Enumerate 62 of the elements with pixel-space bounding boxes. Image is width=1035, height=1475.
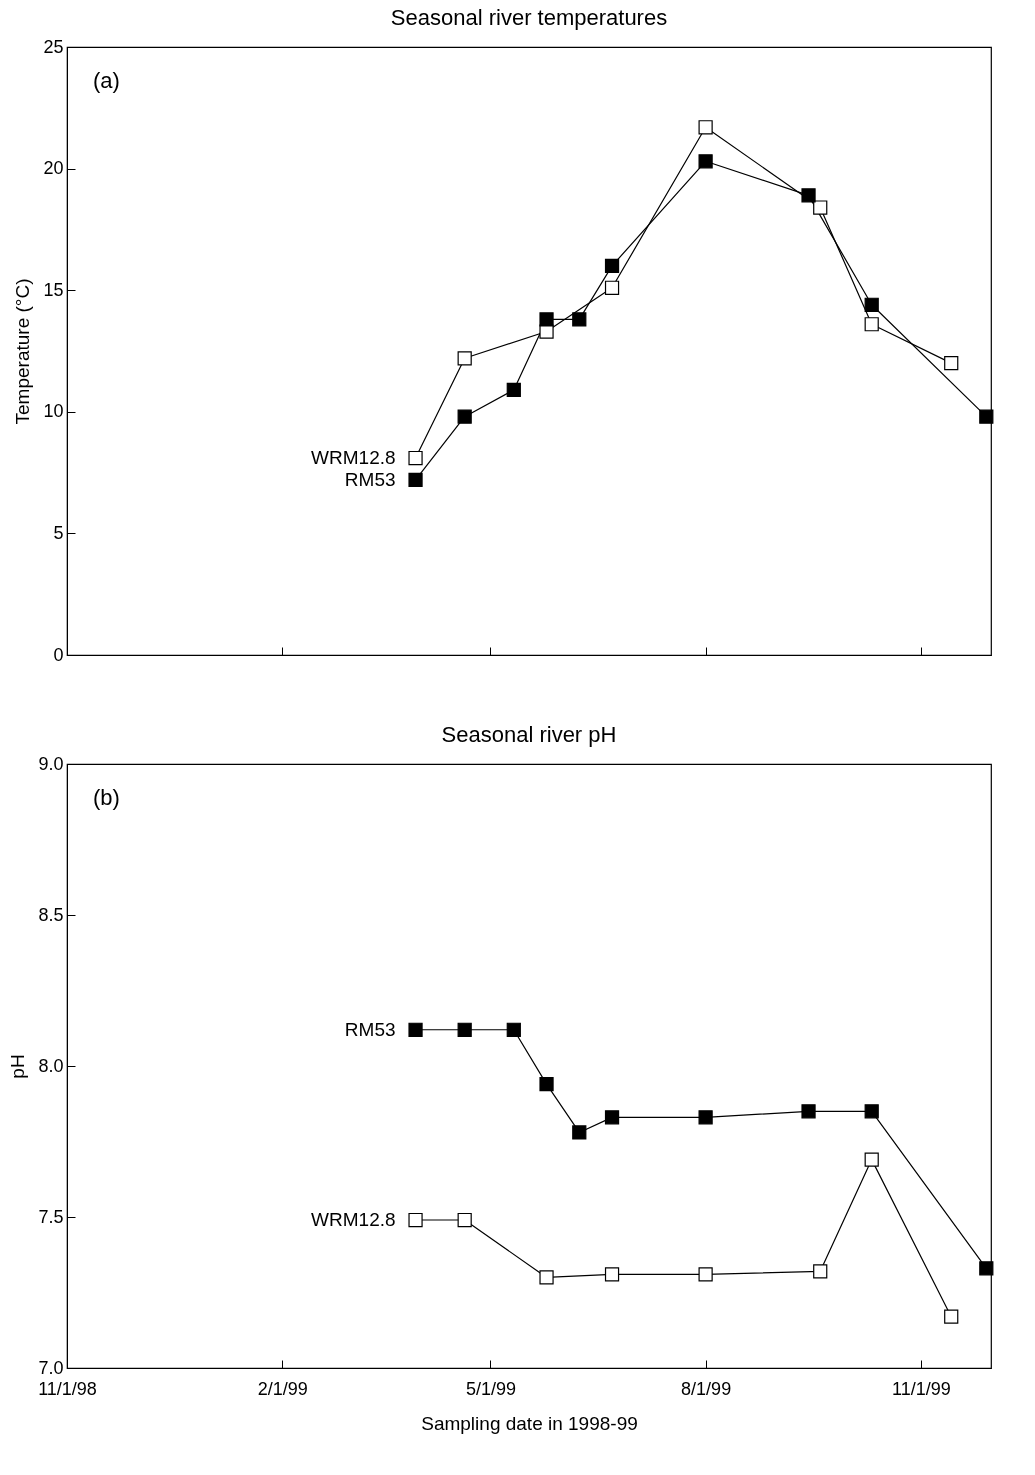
point bbox=[698, 120, 713, 135]
y-tick-label: 20 bbox=[43, 158, 64, 179]
point bbox=[604, 1267, 620, 1282]
point bbox=[604, 258, 620, 273]
point bbox=[506, 382, 521, 398]
point bbox=[604, 1110, 620, 1125]
point bbox=[506, 1022, 521, 1037]
point bbox=[813, 1264, 828, 1279]
point bbox=[408, 1212, 423, 1228]
point bbox=[539, 1077, 554, 1092]
point bbox=[457, 1212, 472, 1228]
annotation: (b) bbox=[93, 785, 120, 810]
y-tick-label: 10 bbox=[43, 401, 64, 422]
point bbox=[698, 154, 713, 169]
point bbox=[864, 297, 879, 312]
point bbox=[979, 1261, 994, 1276]
chart-title: Seasonal river temperatures bbox=[390, 5, 668, 30]
y-tick-label: 9.0 bbox=[38, 753, 64, 774]
y-tick-label: 25 bbox=[43, 36, 64, 57]
y-tick-label: 8.0 bbox=[38, 1055, 64, 1076]
point bbox=[572, 1125, 587, 1140]
point bbox=[457, 351, 472, 366]
y-tick-label: 7.0 bbox=[38, 1357, 64, 1378]
x-tick-label: 11/1/99 bbox=[891, 1378, 951, 1399]
point bbox=[572, 312, 587, 327]
y-tick-label: 7.5 bbox=[38, 1206, 64, 1227]
point bbox=[604, 280, 620, 295]
y-axis-title: pH bbox=[7, 1054, 29, 1079]
point bbox=[979, 409, 994, 424]
chart-title: Seasonal river pH bbox=[441, 722, 617, 747]
point bbox=[864, 317, 879, 332]
series-label: WRM12.8 bbox=[311, 1209, 396, 1231]
x-tick-label: 8/1/99 bbox=[681, 1378, 732, 1399]
point bbox=[408, 1022, 423, 1037]
point bbox=[813, 200, 828, 215]
point bbox=[539, 312, 554, 327]
point bbox=[457, 409, 472, 424]
y-tick-label: 15 bbox=[43, 279, 64, 300]
series-label: RM53 bbox=[344, 1018, 396, 1040]
point bbox=[408, 450, 423, 466]
point bbox=[944, 1309, 959, 1324]
y-tick-label: 5 bbox=[53, 522, 64, 543]
point bbox=[539, 1270, 554, 1285]
point bbox=[698, 1267, 713, 1282]
point bbox=[801, 1104, 816, 1119]
point bbox=[457, 1022, 472, 1037]
point bbox=[408, 472, 423, 488]
point bbox=[698, 1110, 713, 1125]
x-tick-label: 2/1/99 bbox=[257, 1378, 308, 1399]
y-axis-title: Temperature (°C) bbox=[12, 278, 34, 425]
series-label: WRM12.8 bbox=[311, 447, 396, 469]
x-tick-label: 5/1/99 bbox=[465, 1378, 516, 1399]
x-axis-title: Sampling date in 1998-99 bbox=[421, 1412, 638, 1434]
annotation: (a) bbox=[93, 68, 120, 93]
x-tick-label: 11/1/98 bbox=[38, 1378, 97, 1399]
point bbox=[801, 188, 816, 203]
point bbox=[944, 356, 959, 371]
y-tick-label: 8.5 bbox=[38, 904, 64, 925]
point bbox=[864, 1152, 879, 1167]
series-label: RM53 bbox=[344, 468, 396, 490]
y-tick-label: 0 bbox=[53, 644, 64, 665]
point bbox=[864, 1104, 879, 1119]
